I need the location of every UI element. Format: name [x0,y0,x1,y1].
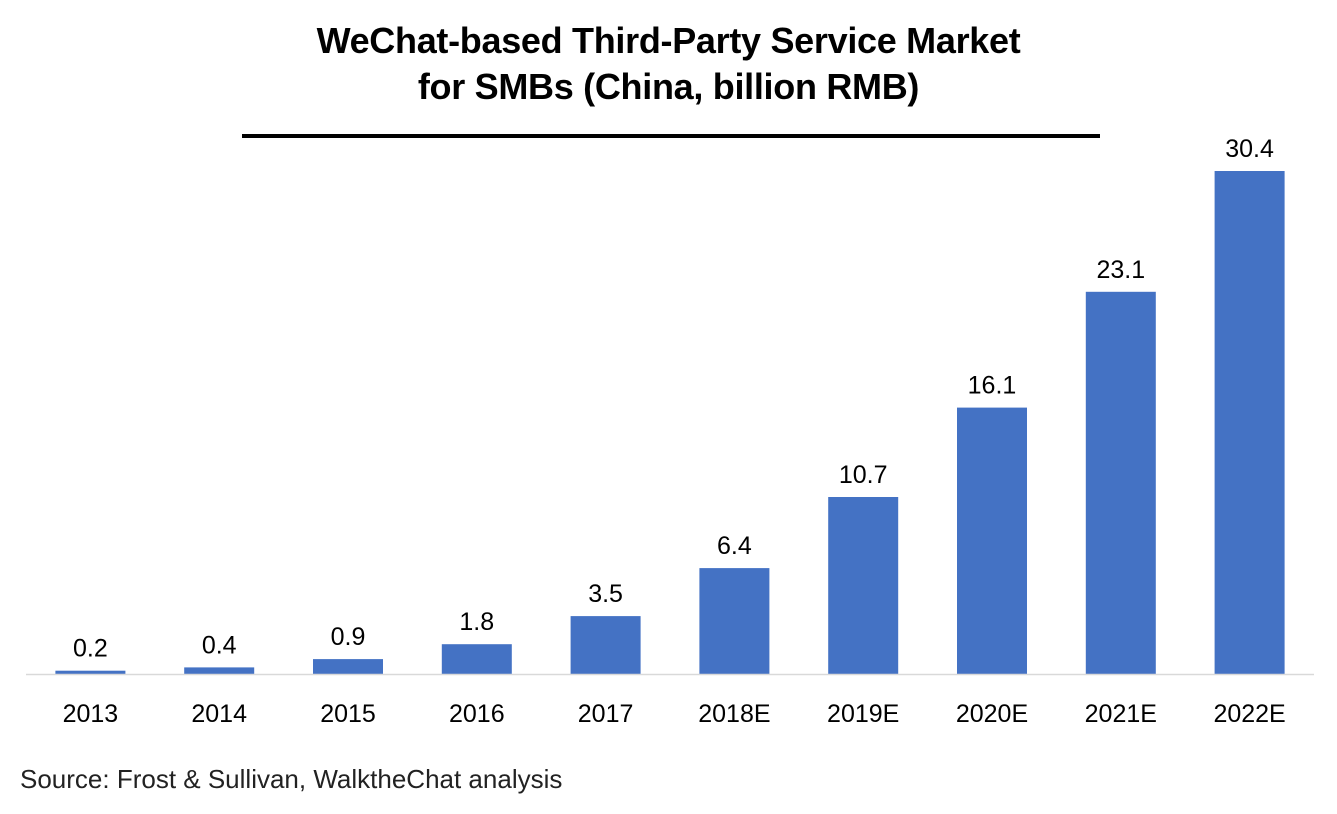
x-tick-label-2017: 2017 [578,700,634,728]
x-tick-label-2019E: 2019E [827,700,899,728]
data-label-2017: 3.5 [588,580,623,608]
x-tick-label-2021E: 2021E [1085,700,1157,728]
bar-2019E [828,497,899,674]
bar-2017 [570,616,641,674]
x-tick-label-2018E: 2018E [698,700,770,728]
data-label-2013: 0.2 [73,635,108,663]
data-label-2019E: 10.7 [839,461,888,489]
data-labels-group: 0.2 0.4 0.9 1.8 3.5 6.4 10.7 16.1 23.1 30.4 [73,135,1274,663]
x-tick-label-2014: 2014 [191,700,247,728]
bar-2020E [957,407,1027,674]
x-tick-label-2015: 2015 [320,700,376,728]
chart-title-line-2: for SMBs (China, billion RMB) [417,66,920,107]
bar-2013 [55,670,126,674]
bar-2016 [441,644,512,674]
bar-2014 [184,667,255,674]
chart-title-line-1: WeChat-based Third-Party Service Market [316,20,1021,61]
data-label-2016: 1.8 [459,608,494,636]
x-tick-label-2022E: 2022E [1213,700,1285,728]
data-label-2018E: 6.4 [717,532,752,560]
bar-2018E [699,568,770,674]
bar-2015 [313,659,383,674]
data-label-2021E: 23.1 [1096,256,1145,284]
bar-2022E [1214,171,1285,674]
data-label-2020E: 16.1 [968,372,1017,400]
bar-2021E [1085,291,1156,674]
x-tick-label-2016: 2016 [449,700,505,728]
bars-group [55,171,1285,674]
x-tick-labels-group: 2013 2014 2015 2016 2017 2018E 2019E 2020E 2021E… [63,700,1286,728]
data-label-2022E: 30.4 [1225,135,1274,163]
x-tick-label-2020E: 2020E [956,700,1028,728]
source-note: Source: Frost & Sullivan, WalktheChat an… [20,764,563,794]
data-label-2015: 0.9 [331,623,366,651]
title-underline [242,134,1100,138]
x-tick-label-2013: 2013 [63,700,119,728]
data-label-2014: 0.4 [202,631,237,659]
chart-title: WeChat-based Third-Party Service Market … [0,18,1337,110]
